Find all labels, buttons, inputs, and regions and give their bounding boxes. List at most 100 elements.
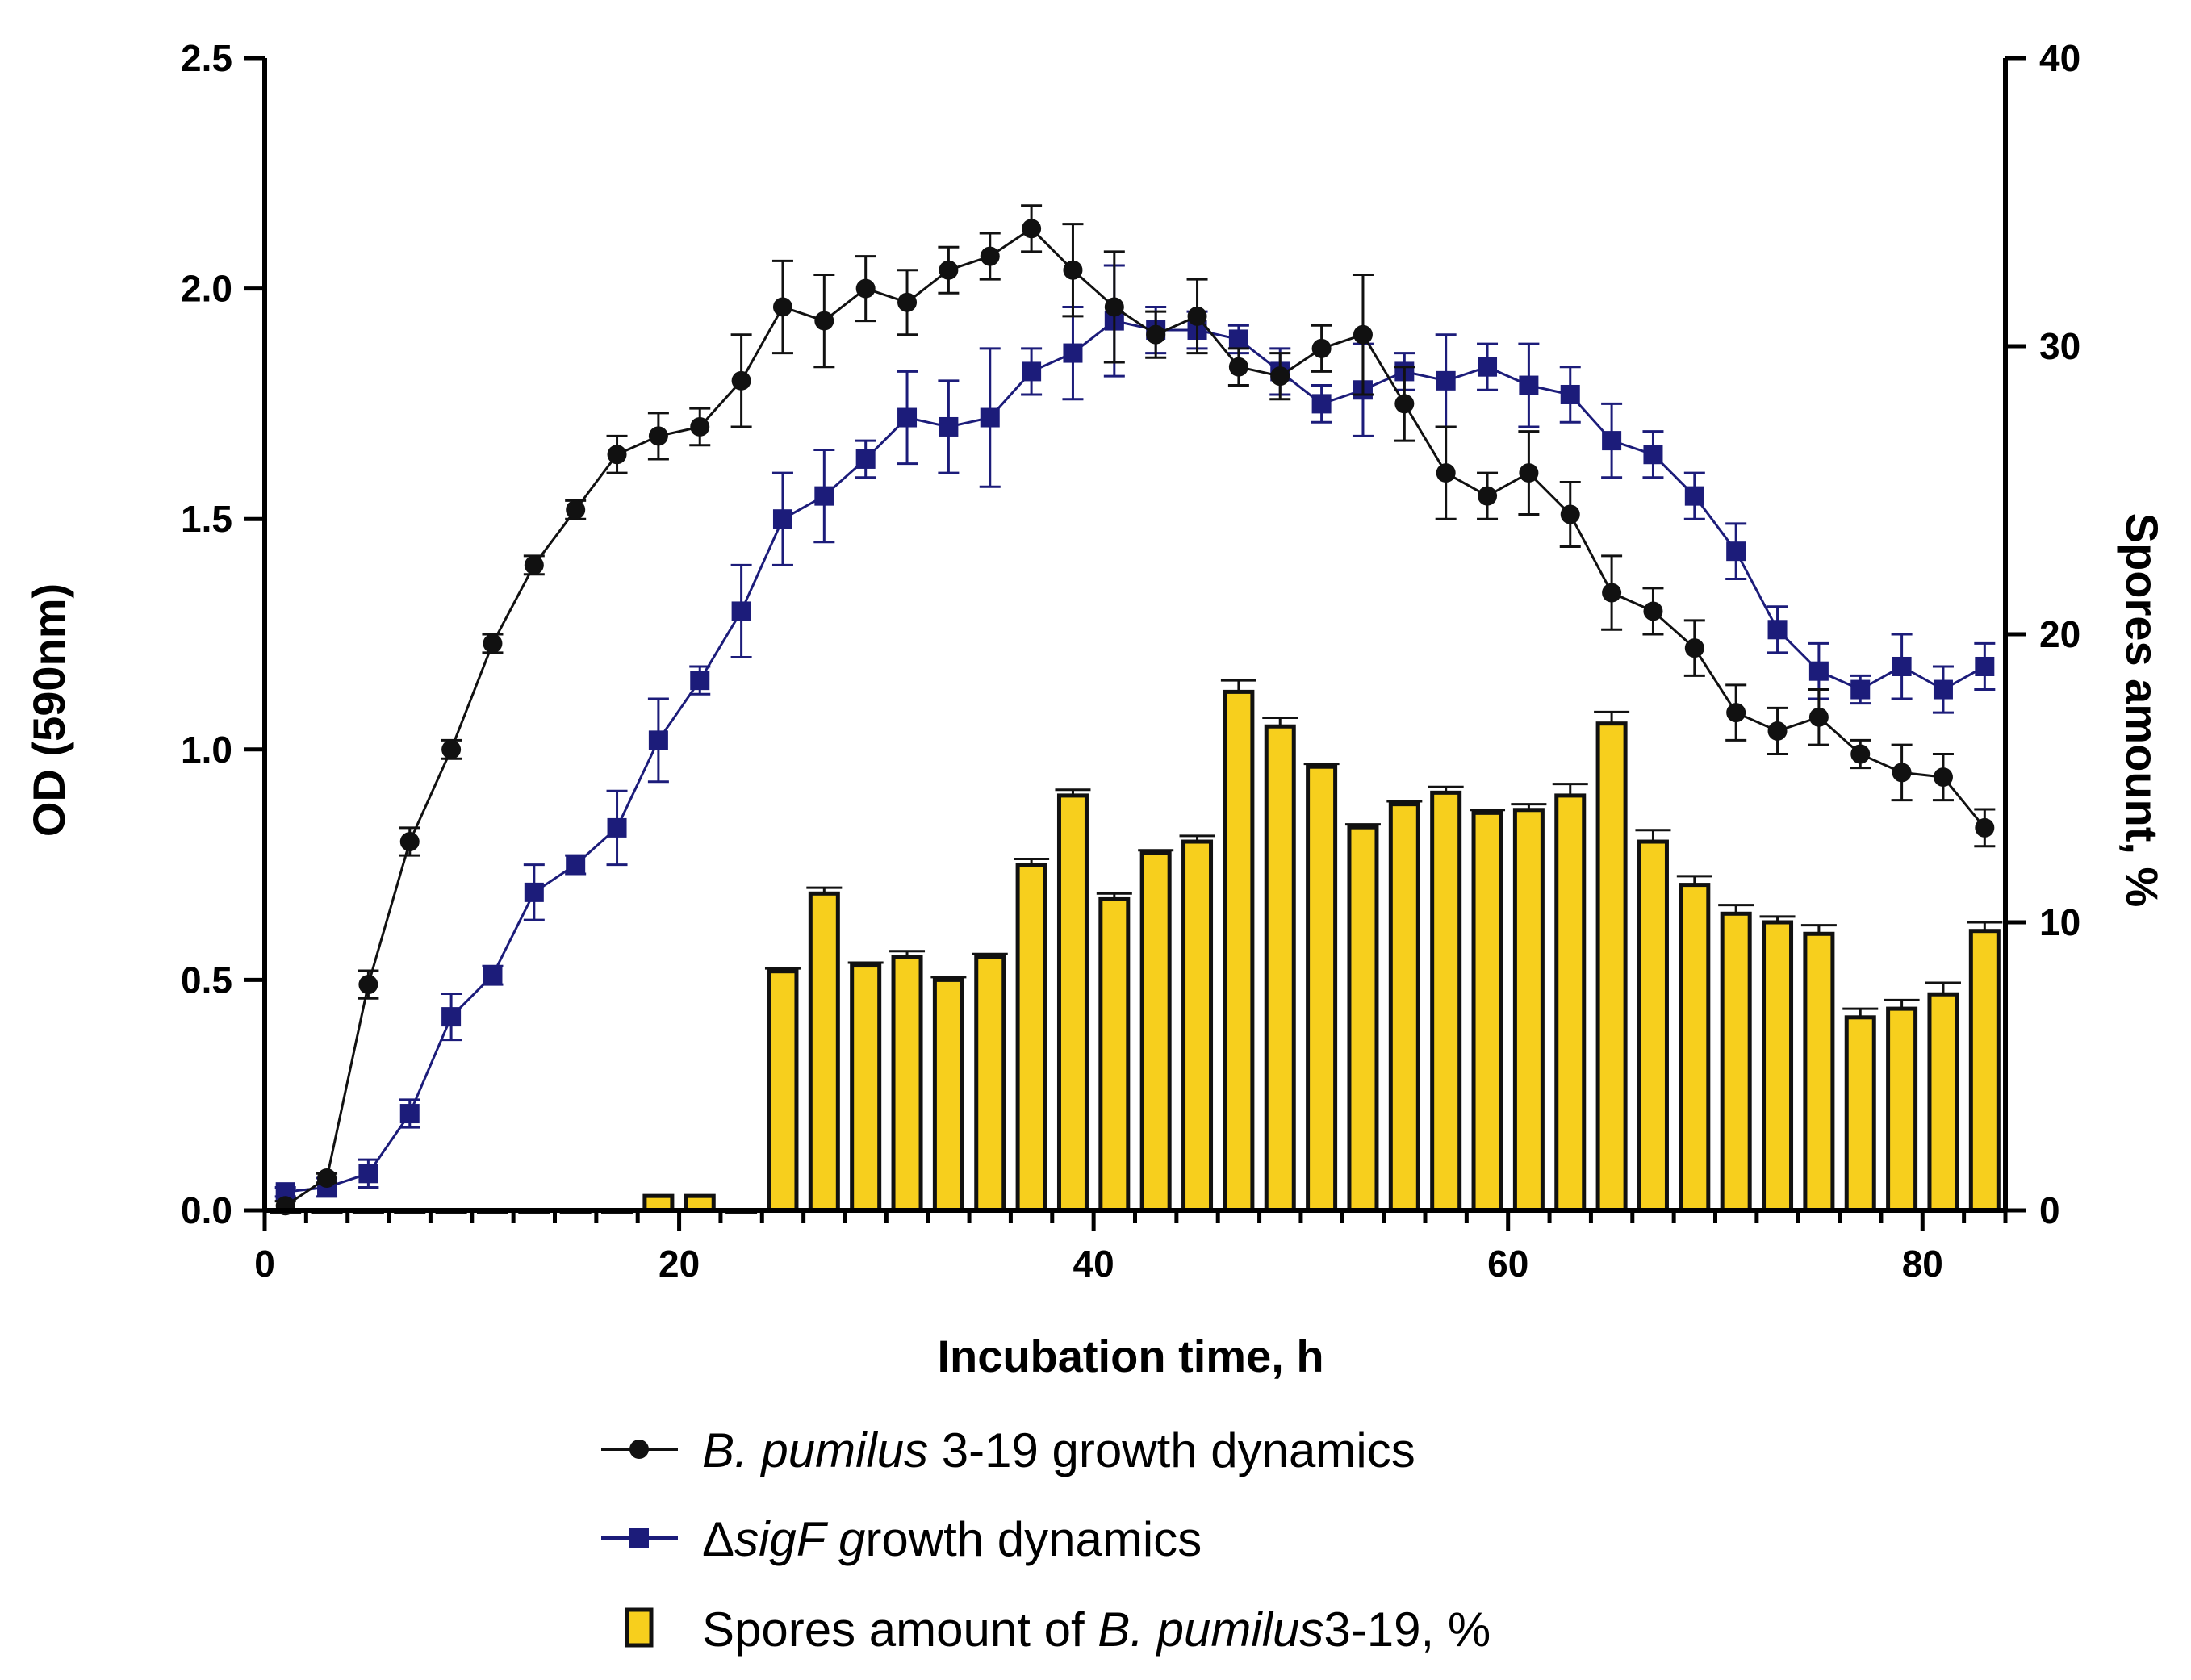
spores-bar — [1223, 689, 1255, 1213]
x-tick-label: 0 — [254, 1243, 275, 1285]
y-axis-right-label: Spores amount, % — [2117, 513, 2168, 908]
sigf-point — [1726, 541, 1746, 562]
wt-point — [1643, 601, 1663, 621]
sigf-point — [358, 1164, 378, 1184]
spores-bar — [1264, 724, 1296, 1213]
wt-point — [1228, 357, 1248, 377]
legend-sigf-prefix: Δ — [702, 1512, 734, 1566]
sigf-point — [855, 449, 876, 469]
growth-lines-layer — [274, 204, 1996, 1216]
spores-bar — [1512, 808, 1545, 1213]
spores-bars-layer — [270, 679, 2003, 1214]
legend-sigf-marker-swatch — [629, 1528, 649, 1548]
spores-bar — [1637, 839, 1669, 1213]
sigf-point — [731, 601, 751, 621]
y-left-tick-label: 2.0 — [181, 268, 232, 310]
y-left-tick-label: 2.5 — [181, 37, 232, 79]
sigf-point — [1560, 384, 1580, 404]
legend-item-sigf: ΔsigF growth dynamics — [601, 1512, 1202, 1566]
sigf-point — [772, 509, 792, 529]
legend-spores-italic: B. pumilus — [1098, 1603, 1323, 1657]
wt-point — [1353, 324, 1373, 345]
wt-point — [1850, 744, 1871, 764]
legend-item-wt: B. pumilus 3-19 growth dynamics — [601, 1423, 1415, 1477]
sigf-point — [1975, 656, 1995, 676]
sigf-point — [1436, 370, 1456, 391]
x-axis-label: Incubation time, h — [937, 1331, 1323, 1381]
spores-bar — [891, 955, 923, 1213]
legend-wt-label: B. pumilus 3-19 growth dynamics — [702, 1423, 1415, 1477]
wt-point — [1684, 638, 1704, 658]
sigf-point — [648, 730, 668, 750]
legend-sigf-italic: sigF g — [734, 1512, 865, 1566]
y-left-tick-label: 1.5 — [181, 498, 232, 540]
spores-bar — [1968, 929, 2001, 1213]
wt-point — [524, 555, 544, 575]
legend-wt-marker-swatch — [629, 1440, 649, 1459]
wt-point — [1519, 463, 1539, 483]
sigf-point — [1892, 656, 1912, 676]
sigf-point — [1602, 431, 1622, 451]
sigf-point — [1850, 679, 1871, 700]
wt-point — [483, 633, 503, 654]
legend-wt-rest: 3-19 growth dynamics — [928, 1423, 1415, 1477]
legend-spores-bar-swatch — [625, 1607, 654, 1648]
wt-point — [1394, 394, 1415, 414]
sigf-point — [1022, 361, 1042, 382]
wt-point — [814, 311, 834, 331]
sigf-point — [1519, 375, 1539, 395]
sigf-point — [1767, 620, 1788, 640]
y-right-tick-label: 30 — [2039, 325, 2080, 367]
wt-point — [1104, 297, 1124, 317]
spores-bar — [808, 891, 840, 1213]
spores-bar — [1139, 850, 1172, 1213]
wt-point — [1808, 707, 1829, 727]
sigf-point — [1684, 486, 1704, 506]
y-right-tick-label: 40 — [2039, 37, 2080, 79]
spores-bar — [850, 963, 882, 1213]
wt-point — [1146, 324, 1166, 345]
wt-point — [690, 416, 710, 437]
wt-point — [897, 292, 918, 312]
sigf-point — [441, 1007, 462, 1027]
y-left-tick-label: 0.0 — [181, 1189, 232, 1231]
x-tick-label: 20 — [659, 1243, 700, 1285]
wt-point — [607, 445, 627, 465]
spores-bar — [1430, 790, 1462, 1213]
sigf-point — [814, 486, 834, 506]
wt-point — [1767, 721, 1788, 741]
wt-point — [772, 297, 792, 317]
spores-bar — [1471, 810, 1503, 1213]
spores-bar — [1762, 920, 1794, 1213]
spores-bar — [1181, 839, 1214, 1213]
wt-point — [855, 278, 876, 299]
y-right-tick-label: 0 — [2039, 1189, 2060, 1231]
legend-spores-prefix: Spores amount of — [702, 1603, 1098, 1657]
wt-point — [648, 426, 668, 446]
axes-layer: 0 20 40 60 80 0.0 0.5 1.0 1.5 2.0 2.5 0 10 20 30 40 — [181, 37, 2080, 1285]
legend-sigf-rest: rowth dynamics — [865, 1512, 1202, 1566]
wt-point — [1187, 306, 1207, 326]
spores-bar — [932, 977, 964, 1213]
legend: B. pumilus 3-19 growth dynamics ΔsigF gr… — [601, 1423, 1491, 1657]
spores-bar — [1886, 1006, 1918, 1213]
wt-point — [358, 975, 378, 995]
wt-point — [1726, 703, 1746, 723]
wt-series — [274, 204, 1996, 1216]
y-axis-left-label: OD (590nm) — [23, 583, 74, 837]
wt-point — [1270, 366, 1290, 387]
sigf-point — [1228, 329, 1248, 349]
sigf-point — [980, 407, 1000, 428]
wt-point — [317, 1168, 337, 1189]
spores-bar — [1720, 911, 1752, 1213]
spores-bar — [1347, 825, 1379, 1213]
sigf-point — [939, 416, 959, 437]
wt-point — [566, 499, 586, 520]
spores-bar — [1927, 992, 1959, 1213]
spores-bar — [1679, 883, 1711, 1213]
spores-bar — [1554, 793, 1587, 1213]
spores-bar — [1098, 896, 1131, 1213]
y-right-tick-label: 20 — [2039, 613, 2080, 655]
